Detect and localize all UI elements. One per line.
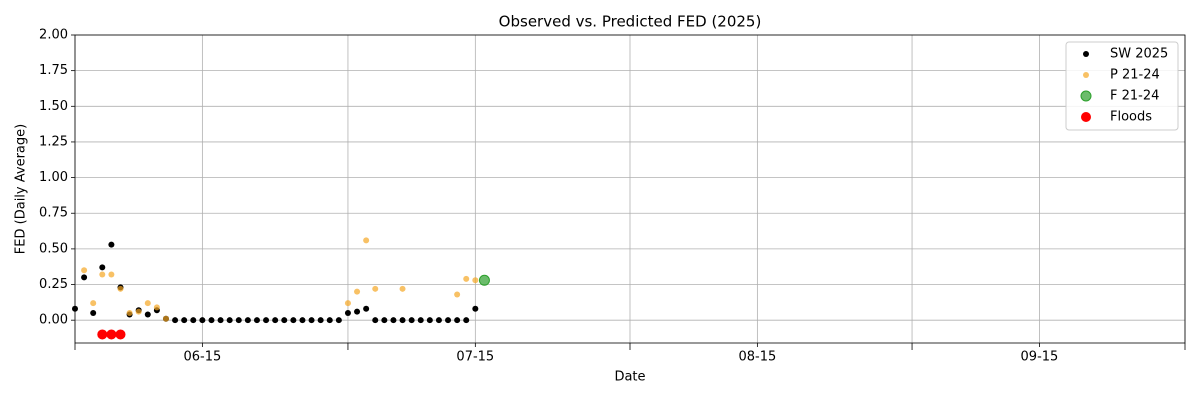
- data-point: [472, 305, 479, 312]
- data-point: [344, 310, 351, 317]
- y-tick-label: 1.50: [39, 99, 68, 114]
- data-point: [478, 274, 490, 286]
- legend-marker: [1083, 72, 1089, 78]
- data-point: [144, 300, 151, 307]
- data-point: [445, 317, 452, 324]
- y-tick-label: 2.00: [39, 28, 68, 43]
- legend-box: [1065, 41, 1179, 131]
- plot-frame: [74, 34, 1186, 344]
- data-point: [399, 317, 406, 324]
- data-point: [290, 317, 297, 324]
- y-tick-label: 0.50: [39, 241, 68, 256]
- x-tick-label: 09-15: [1021, 350, 1059, 365]
- data-point: [81, 274, 88, 281]
- data-point: [235, 317, 242, 324]
- data-point: [253, 317, 260, 324]
- x-tick-label: 06-15: [183, 350, 221, 365]
- data-point: [372, 317, 379, 324]
- legend-marker: [1083, 51, 1089, 57]
- y-axis-label: FED (Daily Average): [14, 124, 29, 254]
- data-point: [90, 300, 97, 307]
- data-point: [190, 317, 197, 324]
- data-point: [399, 285, 406, 292]
- data-point: [126, 310, 133, 317]
- chart-title: Observed vs. Predicted FED (2025): [499, 13, 762, 31]
- data-point: [354, 308, 361, 315]
- data-point: [144, 311, 151, 318]
- x-axis-label: Date: [614, 370, 645, 385]
- y-tick-label: 0.00: [39, 313, 68, 328]
- data-point: [372, 285, 379, 292]
- data-point: [454, 291, 461, 298]
- legend-label: P 21-24: [1110, 68, 1160, 83]
- data-point: [308, 317, 315, 324]
- data-point: [217, 317, 224, 324]
- data-point: [454, 317, 461, 324]
- data-point: [326, 317, 333, 324]
- data-point: [390, 317, 397, 324]
- data-point: [72, 305, 78, 312]
- data-point: [463, 275, 470, 282]
- data-point: [153, 304, 160, 311]
- data-point: [408, 317, 415, 324]
- data-point: [81, 267, 88, 274]
- data-point: [272, 317, 279, 324]
- legend-marker: [1081, 112, 1091, 122]
- data-point: [199, 317, 206, 324]
- data-point: [117, 285, 124, 292]
- data-point: [99, 271, 106, 278]
- data-point: [106, 329, 117, 340]
- data-point: [263, 317, 270, 324]
- data-point: [108, 271, 115, 278]
- data-point: [335, 317, 342, 324]
- data-point: [281, 317, 288, 324]
- data-point: [435, 317, 442, 324]
- data-point: [99, 264, 106, 271]
- data-point: [108, 241, 115, 248]
- legend-label: F 21-24: [1110, 89, 1159, 104]
- data-point: [417, 317, 424, 324]
- data-point: [363, 305, 370, 312]
- data-point: [162, 315, 169, 322]
- data-point: [381, 317, 388, 324]
- data-point: [97, 329, 108, 340]
- y-tick-label: 0.75: [39, 206, 68, 221]
- y-tick-label: 0.25: [39, 277, 68, 292]
- data-point: [299, 317, 306, 324]
- data-point: [363, 237, 370, 244]
- data-point: [226, 317, 233, 324]
- data-point: [135, 308, 142, 315]
- legend-label: Floods: [1110, 110, 1152, 125]
- data-point: [317, 317, 324, 324]
- legend-marker: [1080, 90, 1092, 102]
- data-point: [172, 317, 179, 324]
- data-point: [244, 317, 251, 324]
- data-point: [463, 317, 470, 324]
- data-point: [344, 300, 351, 307]
- data-point: [472, 277, 479, 284]
- data-point: [181, 317, 188, 324]
- data-point: [354, 288, 361, 295]
- data-point: [426, 317, 433, 324]
- x-tick-label: 07-15: [456, 350, 494, 365]
- legend-label: SW 2025: [1110, 47, 1168, 62]
- x-tick-label: 08-15: [738, 350, 776, 365]
- data-point: [115, 329, 126, 340]
- y-tick-label: 1.75: [39, 63, 68, 78]
- data-point: [90, 310, 97, 317]
- y-tick-label: 1.25: [39, 134, 68, 149]
- data-point: [208, 317, 215, 324]
- y-tick-label: 1.00: [39, 170, 68, 185]
